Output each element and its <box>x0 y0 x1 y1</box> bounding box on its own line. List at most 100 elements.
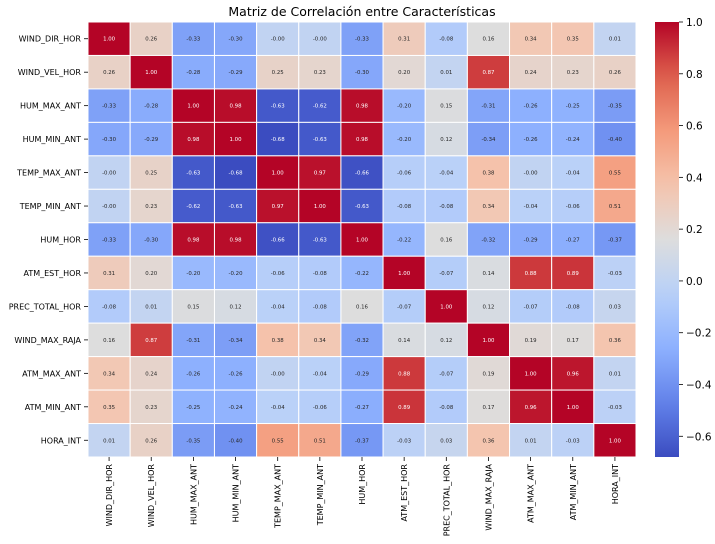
heatmap-cell <box>213 188 258 224</box>
cell-value-label: 0.87 <box>482 70 494 76</box>
heatmap-cell <box>171 222 215 257</box>
heatmap-cell <box>87 322 131 358</box>
cell-value-label: 1.00 <box>356 238 369 244</box>
cell-value-label: -0.07 <box>439 271 453 277</box>
cell-value-label: 0.19 <box>525 338 538 344</box>
heatmap-cell <box>382 21 426 56</box>
y-tick-label: TEMP_MAX_ANT <box>16 169 81 178</box>
cell-value-label: 0.01 <box>609 37 621 43</box>
heatmap-cell <box>129 21 173 56</box>
heatmap-cell <box>593 356 637 391</box>
cell-value-label: 0.97 <box>314 171 326 177</box>
cell-value-label: -0.30 <box>355 70 370 76</box>
heatmap-cell <box>340 54 384 90</box>
y-tick-label: HORA_INT <box>41 436 81 445</box>
heatmap-cell <box>298 222 342 257</box>
cell-value-label: -0.06 <box>313 405 328 411</box>
cell-value-label: -0.25 <box>186 405 200 411</box>
x-tick-label: HUM_MAX_ANT <box>189 464 198 525</box>
cell-value-label: -0.37 <box>608 238 622 244</box>
heatmap-cell <box>509 88 553 123</box>
heatmap-cell <box>340 255 384 291</box>
cell-value-label: 0.38 <box>272 338 285 344</box>
cell-value-label: -0.66 <box>271 238 286 244</box>
heatmap-cell <box>87 423 131 458</box>
cell-value-label: 0.14 <box>398 338 411 344</box>
cell-value-label: -0.00 <box>313 37 328 43</box>
heatmap-cell <box>213 255 258 291</box>
x-axis-labels: WIND_DIR_HOR WIND_VEL_HOR HUM_MAX_ANT HUM_M… <box>105 457 620 536</box>
cell-value-label: 0.87 <box>145 338 157 344</box>
cell-value-label: -0.00 <box>102 204 117 210</box>
cell-value-label: 0.34 <box>525 37 538 43</box>
colorbar-tick-label: −0.2 <box>686 328 712 340</box>
cell-value-label: -0.62 <box>313 104 327 110</box>
cell-value-label: 1.00 <box>482 338 495 344</box>
cell-value-label: -0.00 <box>271 371 286 377</box>
cell-value-label: -0.20 <box>397 137 412 143</box>
heatmap-cell <box>424 322 468 358</box>
heatmap-cell <box>171 188 215 224</box>
heatmap-cell <box>424 54 468 90</box>
y-tick-label: WIND_DIR_HOR <box>19 35 82 44</box>
heatmap-cell <box>509 255 553 291</box>
cell-value-label: -0.34 <box>229 338 244 344</box>
cell-value-label: 0.26 <box>145 438 158 444</box>
cell-value-label: -0.32 <box>355 338 369 344</box>
heatmap-cell <box>298 423 342 458</box>
heatmap-cell <box>466 188 511 224</box>
cell-value-label: -0.37 <box>355 438 369 444</box>
heatmap-cell <box>298 289 342 324</box>
heatmap-cell <box>213 322 258 358</box>
heatmap-cell <box>256 389 300 425</box>
heatmap-cell <box>340 121 384 157</box>
cell-value-label: 0.19 <box>482 371 495 377</box>
heatmap-cell <box>551 322 595 358</box>
cell-value-label: -0.22 <box>355 271 369 277</box>
cell-value-label: -0.63 <box>271 104 285 110</box>
y-tick-label: TEMP_MIN_ANT <box>19 202 81 211</box>
heatmap-cells: 1.00 0.26 -0.33 -0.30 -0.00 -0.00 -0.33 0.31 -0.… <box>87 21 637 458</box>
cell-value-label: -0.68 <box>229 171 244 177</box>
heatmap-cell <box>213 389 258 425</box>
heatmap-cell <box>551 423 595 458</box>
heatmap-cell <box>340 155 384 190</box>
heatmap-cell <box>340 389 384 425</box>
x-tick-label: WIND_MAX_RAJA <box>484 463 493 530</box>
cell-value-label: 0.97 <box>272 204 284 210</box>
cell-value-label: 0.98 <box>356 104 369 110</box>
cell-value-label: -0.03 <box>608 271 622 277</box>
cell-value-label: 0.16 <box>482 37 495 43</box>
heatmap-cell <box>213 222 258 257</box>
heatmap-cell <box>87 356 131 391</box>
cell-value-label: -0.08 <box>313 304 328 310</box>
heatmap-cell <box>340 322 384 358</box>
heatmap-cell <box>213 54 258 90</box>
y-axis-labels: WIND_DIR_HOR WIND_VEL_HOR HUM_MAX_ANT HUM_M… <box>9 35 88 445</box>
cell-value-label: -0.31 <box>186 338 200 344</box>
heatmap-cell <box>213 356 258 391</box>
cell-value-label: -0.08 <box>439 204 454 210</box>
cell-value-label: 0.03 <box>609 304 621 310</box>
cell-value-label: 0.35 <box>567 37 579 43</box>
heatmap-cell <box>382 121 426 157</box>
cell-value-label: 1.00 <box>187 104 200 110</box>
heatmap-cell <box>87 222 131 257</box>
cell-value-label: -0.63 <box>313 238 327 244</box>
cell-value-label: -0.66 <box>355 171 370 177</box>
cell-value-label: 1.00 <box>440 304 453 310</box>
cell-value-label: -0.03 <box>608 405 622 411</box>
cell-value-label: -0.00 <box>524 171 539 177</box>
cell-value-label: -0.30 <box>229 37 244 43</box>
cell-value-label: -0.33 <box>186 37 200 43</box>
cell-value-label: 0.31 <box>103 271 115 277</box>
cell-value-label: 0.01 <box>145 304 157 310</box>
heatmap-cell <box>256 54 300 90</box>
cell-value-label: 0.01 <box>525 438 537 444</box>
heatmap-cell <box>87 188 131 224</box>
heatmap-cell <box>213 155 258 190</box>
heatmap-cell <box>298 21 342 56</box>
heatmap-cell <box>551 21 595 56</box>
heatmap-cell <box>424 155 468 190</box>
cell-value-label: 0.24 <box>525 70 538 76</box>
